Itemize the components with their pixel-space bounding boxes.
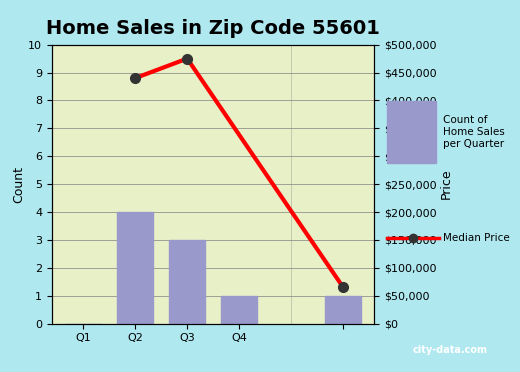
Text: Count of
Home Sales
per Quarter: Count of Home Sales per Quarter	[443, 115, 504, 149]
Bar	[325, 296, 361, 324]
Bar	[169, 240, 205, 324]
Y-axis label: Count: Count	[12, 166, 25, 203]
Title: Home Sales in Zip Code 55601: Home Sales in Zip Code 55601	[46, 19, 380, 38]
Y-axis label: Price: Price	[439, 169, 452, 199]
Bar	[221, 296, 257, 324]
FancyBboxPatch shape	[386, 101, 436, 163]
Bar	[117, 212, 153, 324]
Text: Median Price: Median Price	[443, 233, 510, 243]
Text: city-data.com: city-data.com	[412, 345, 487, 355]
